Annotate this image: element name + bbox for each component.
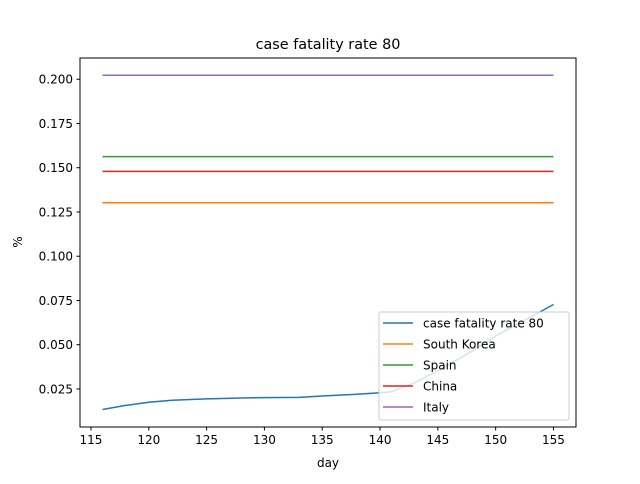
axes-frame bbox=[79, 57, 577, 428]
y-tick-label: 0.175 bbox=[39, 117, 73, 131]
legend-label: South Korea bbox=[423, 338, 496, 352]
legend-label: Spain bbox=[423, 359, 457, 373]
y-tick-label: 0.150 bbox=[39, 161, 73, 175]
y-tick-label: 0.050 bbox=[39, 338, 73, 352]
y-tick-label: 0.025 bbox=[39, 382, 73, 396]
x-tick-label: 145 bbox=[426, 433, 449, 447]
x-tick-label: 130 bbox=[253, 433, 276, 447]
legend-box bbox=[378, 311, 570, 421]
x-tick-label: 125 bbox=[195, 433, 218, 447]
legend: case fatality rate 80 South Korea Spain Chi… bbox=[378, 311, 570, 421]
axis-ticks: 115 120 125 130 135 140 145 150 155 0.025 0.050 0.0… bbox=[39, 73, 565, 447]
y-tick-label: 0.200 bbox=[39, 73, 73, 87]
y-tick-label: 0.100 bbox=[39, 250, 73, 264]
legend-label: case fatality rate 80 bbox=[423, 317, 544, 331]
x-axis-label: day bbox=[317, 456, 339, 470]
x-tick-label: 135 bbox=[311, 433, 334, 447]
y-tick-label: 0.125 bbox=[39, 205, 73, 219]
x-tick-label: 155 bbox=[542, 433, 565, 447]
x-tick-label: 120 bbox=[137, 433, 160, 447]
legend-label: China bbox=[423, 380, 457, 394]
chart-title: case fatality rate 80 bbox=[256, 37, 401, 53]
legend-label: Italy bbox=[423, 401, 449, 415]
y-tick-label: 0.075 bbox=[39, 294, 73, 308]
y-axis-label: % bbox=[11, 236, 25, 247]
x-tick-label: 115 bbox=[80, 433, 103, 447]
x-tick-label: 140 bbox=[369, 433, 392, 447]
x-tick-label: 150 bbox=[484, 433, 507, 447]
